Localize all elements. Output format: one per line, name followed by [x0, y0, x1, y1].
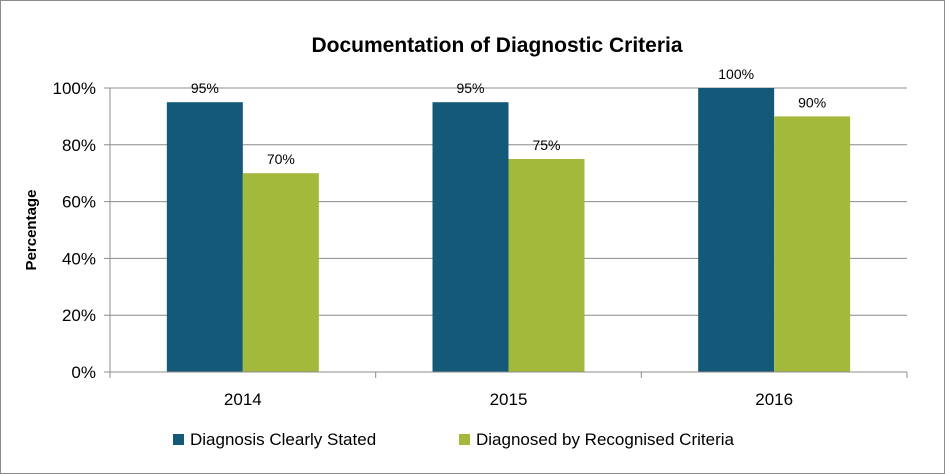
- y-tick-label: 40%: [62, 249, 96, 268]
- legend: Diagnosis Clearly Stated Diagnosed by Rec…: [173, 430, 735, 449]
- data-label: 75%: [532, 137, 560, 153]
- y-axis-title: Percentage: [23, 190, 40, 271]
- labels-layer: 0% 20% 40% 60% 80% 100% 95% 70% 2014 95% 75% 2015 10…: [53, 66, 827, 409]
- chart-title: Documentation of Diagnostic Criteria: [311, 34, 682, 57]
- bar-diagnosis-clearly-stated-2014: [166, 102, 243, 372]
- x-tick-label: 2015: [490, 390, 528, 409]
- y-tick-label: 60%: [62, 193, 96, 212]
- data-label: 95%: [191, 80, 219, 96]
- data-label: 100%: [718, 66, 754, 82]
- bar-diagnosis-clearly-stated-2015: [432, 102, 509, 372]
- y-tick-label: 20%: [62, 306, 96, 325]
- legend-label: Diagnosis Clearly Stated: [190, 430, 376, 449]
- legend-swatch: [173, 434, 184, 445]
- y-tick-label: 0%: [71, 363, 96, 382]
- data-label: 70%: [267, 151, 295, 167]
- bars-layer: [166, 88, 851, 373]
- x-tick-label: 2014: [224, 390, 262, 409]
- legend-label: Diagnosed by Recognised Criteria: [476, 430, 735, 449]
- axes-layer: [104, 87, 908, 378]
- y-tick-label: 100%: [53, 79, 96, 98]
- bar-diagnosed-by-recognised-criteria-2015: [508, 159, 585, 372]
- legend-swatch: [459, 434, 470, 445]
- data-label: 95%: [456, 80, 484, 96]
- y-tick-label: 80%: [62, 136, 96, 155]
- x-tick-label: 2016: [755, 390, 793, 409]
- bar-diagnosis-clearly-stated-2016: [698, 88, 775, 372]
- bar-diagnosed-by-recognised-criteria-2016: [774, 116, 851, 373]
- bar-diagnosed-by-recognised-criteria-2014: [242, 173, 319, 372]
- data-label: 90%: [798, 94, 826, 110]
